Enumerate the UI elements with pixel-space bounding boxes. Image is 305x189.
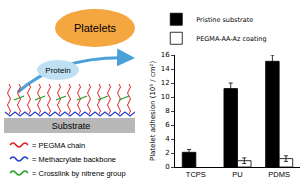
- svg-text:0: 0: [165, 163, 169, 171]
- svg-text:4: 4: [165, 135, 170, 143]
- svg-text:= PEGMA chain: = PEGMA chain: [32, 141, 85, 150]
- svg-text:Protein: Protein: [45, 66, 70, 75]
- svg-text:Platelets: Platelets: [74, 22, 117, 34]
- svg-text:Substrate: Substrate: [52, 121, 91, 131]
- svg-text:14: 14: [161, 65, 170, 73]
- svg-text:16: 16: [161, 51, 170, 59]
- svg-text:8: 8: [165, 107, 169, 115]
- svg-text:= Methacrylate backbone: = Methacrylate backbone: [32, 155, 116, 164]
- svg-text:PDMS: PDMS: [268, 170, 290, 179]
- svg-text:Platelet adhesion (10⁵ / cm²): Platelet adhesion (10⁵ / cm²): [149, 61, 157, 161]
- svg-text:12: 12: [161, 79, 170, 87]
- svg-text:PEGMA-AA-Az coating: PEGMA-AA-Az coating: [196, 35, 266, 43]
- svg-text:6: 6: [165, 121, 170, 129]
- svg-text:2: 2: [165, 149, 169, 157]
- svg-text:TCPS: TCPS: [186, 170, 206, 179]
- svg-text:Pristine substrate: Pristine substrate: [196, 16, 253, 24]
- svg-text:= Crosslink by nitrene group: = Crosslink by nitrene group: [32, 169, 126, 178]
- svg-text:PU: PU: [232, 170, 242, 179]
- svg-text:10: 10: [161, 93, 170, 101]
